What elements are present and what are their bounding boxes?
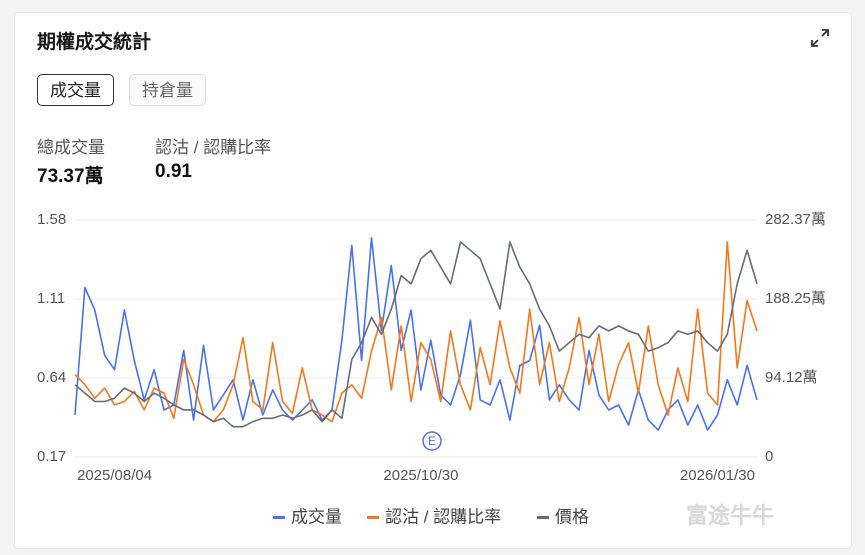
card-title: 期權成交統計 xyxy=(37,32,152,53)
y-tick-label: 0.64 xyxy=(37,369,66,386)
y2-tick-label: 94.12萬 xyxy=(765,369,818,386)
legend-swatch xyxy=(273,516,285,519)
series-line xyxy=(74,241,758,423)
event-label: E xyxy=(428,434,436,448)
card: 期權成交統計 成交量 持倉量 總成交量 認沽 / 認購比率 73.37萬 0.9… xyxy=(14,12,852,549)
series-line xyxy=(74,237,758,431)
watermark: 富途牛牛 xyxy=(686,503,774,528)
y2-tick-label: 188.25萬 xyxy=(765,290,826,307)
stat-value: 73.37萬 xyxy=(37,166,104,187)
x-tick-label: 2025/10/30 xyxy=(383,467,458,484)
stat-label: 認沽 / 認購比率 xyxy=(155,138,272,157)
legend-label: 價格 xyxy=(555,507,589,526)
legend-swatch xyxy=(367,516,379,519)
x-tick-label: 2026/01/30 xyxy=(680,467,755,484)
y2-tick-label: 0 xyxy=(765,448,773,465)
y-tick-label: 1.58 xyxy=(37,211,66,228)
tab[interactable]: 持倉量 xyxy=(129,74,206,106)
legend-label: 成交量 xyxy=(291,507,342,526)
y-tick-label: 0.17 xyxy=(37,448,66,465)
y2-tick-label: 282.37萬 xyxy=(765,211,826,228)
tab[interactable]: 成交量 xyxy=(37,74,114,106)
expand-icon[interactable] xyxy=(809,27,831,49)
y-tick-label: 1.11 xyxy=(37,290,65,307)
series-line xyxy=(74,241,758,428)
x-tick-label: 2025/08/04 xyxy=(77,467,152,484)
stat-label: 總成交量 xyxy=(37,138,105,157)
legend-swatch xyxy=(537,516,549,519)
legend-label: 認沽 / 認購比率 xyxy=(385,507,501,526)
event-marker xyxy=(422,431,442,451)
stat-value: 0.91 xyxy=(155,161,192,182)
